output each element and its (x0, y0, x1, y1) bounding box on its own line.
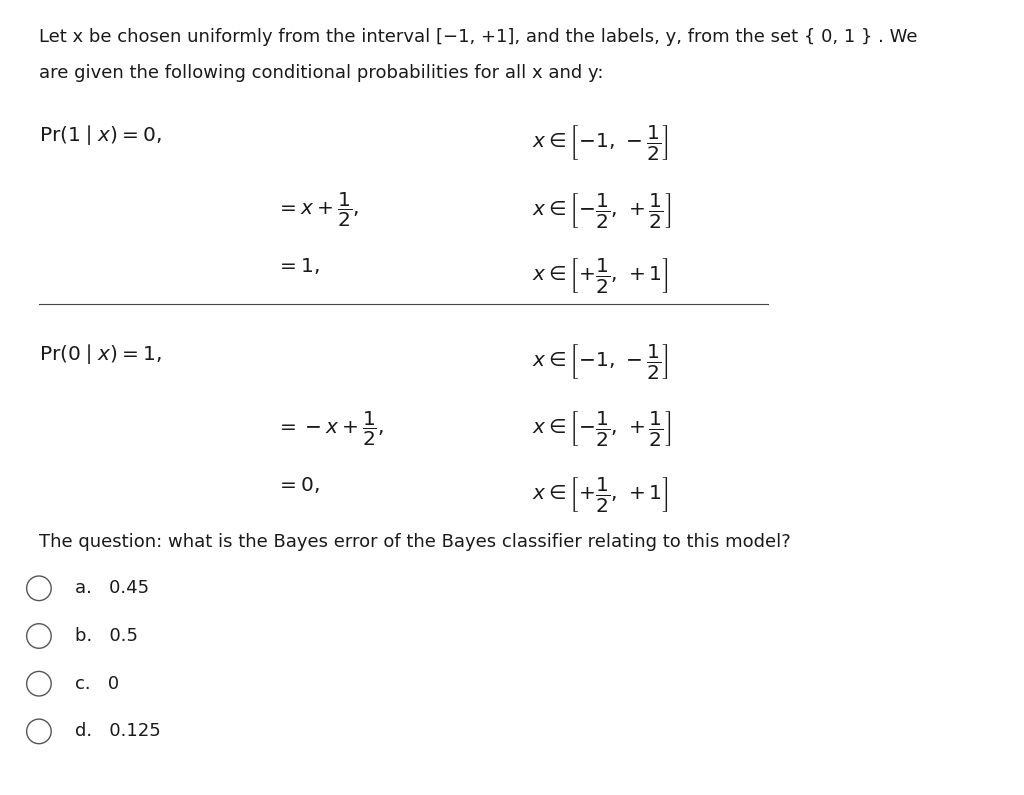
Text: b.   0.5: b. 0.5 (75, 627, 138, 645)
Text: $= -x + \dfrac{1}{2},$: $= -x + \dfrac{1}{2},$ (276, 409, 384, 448)
Text: $\mathrm{Pr}(0 \mid x) = 1,$: $\mathrm{Pr}(0 \mid x) = 1,$ (39, 342, 162, 366)
Text: $= 0,$: $= 0,$ (276, 475, 321, 494)
Text: $x \in \left[-1,\,-\dfrac{1}{2}\right]$: $x \in \left[-1,\,-\dfrac{1}{2}\right]$ (532, 123, 669, 162)
Text: d.   0.125: d. 0.125 (75, 723, 161, 740)
Text: The question: what is the Bayes error of the Bayes classifier relating to this m: The question: what is the Bayes error of… (39, 533, 791, 551)
Text: $x \in \left[-\dfrac{1}{2},\,+\dfrac{1}{2}\right]$: $x \in \left[-\dfrac{1}{2},\,+\dfrac{1}{… (532, 409, 672, 448)
Text: $= x + \dfrac{1}{2},$: $= x + \dfrac{1}{2},$ (276, 191, 359, 229)
Text: Let x be chosen uniformly from the interval [−1, +1], and the labels, y, from th: Let x be chosen uniformly from the inter… (39, 28, 918, 46)
Text: $x \in \left[+\dfrac{1}{2},\,+1\right]$: $x \in \left[+\dfrac{1}{2},\,+1\right]$ (532, 475, 669, 514)
Text: $x \in \left[+\dfrac{1}{2},\,+1\right]$: $x \in \left[+\dfrac{1}{2},\,+1\right]$ (532, 256, 669, 295)
Text: are given the following conditional probabilities for all x and y:: are given the following conditional prob… (39, 64, 603, 82)
Text: $x \in \left[-\dfrac{1}{2},\,+\dfrac{1}{2}\right]$: $x \in \left[-\dfrac{1}{2},\,+\dfrac{1}{… (532, 191, 672, 230)
Text: a.   0.45: a. 0.45 (75, 580, 148, 597)
Text: $= 1,$: $= 1,$ (276, 256, 321, 276)
Text: c.   0: c. 0 (75, 675, 119, 692)
Text: $x \in \left[-1,\,-\dfrac{1}{2}\right]$: $x \in \left[-1,\,-\dfrac{1}{2}\right]$ (532, 342, 669, 381)
Text: $\mathrm{Pr}(1 \mid x) = 0,$: $\mathrm{Pr}(1 \mid x) = 0,$ (39, 123, 162, 147)
